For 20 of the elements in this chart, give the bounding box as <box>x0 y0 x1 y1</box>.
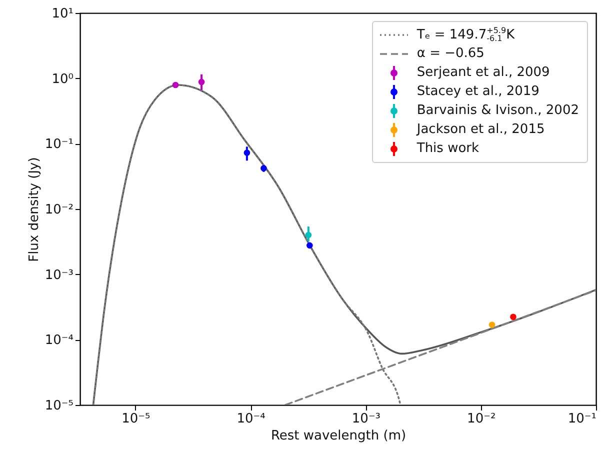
legend-label: Barvainis & Ivison., 2002 <box>416 103 579 118</box>
y-tick-label: 10¹ <box>52 6 74 22</box>
x-tick-label: 10⁻³ <box>352 412 381 426</box>
x-tick-label: 10⁻⁴ <box>236 412 266 426</box>
y-tick-label: 10⁻² <box>44 202 74 218</box>
legend-label: Serjeant et al., 2009 <box>416 65 550 80</box>
y-axis-title: Flux density (Jy) <box>26 157 42 262</box>
x-axis-title: Rest wavelength (m) <box>270 428 406 444</box>
y-tick-label: 10⁻⁴ <box>44 333 74 348</box>
legend-label: α = −0.65 <box>416 46 484 61</box>
y-tick-label: 10⁻³ <box>44 268 74 283</box>
legend-label: Jackson et al., 2015 <box>416 122 545 137</box>
x-tick-label: 10⁻² <box>467 412 496 426</box>
x-tick-label: 10⁻⁵ <box>122 412 150 426</box>
y-tick-label: 10⁰ <box>52 72 74 87</box>
legend-label: Stacey et al., 2019 <box>416 84 540 99</box>
legend-label: This work <box>416 141 480 156</box>
y-tick-label: 10⁻⁵ <box>44 398 74 414</box>
y-tick-label: 10⁻¹ <box>44 137 74 152</box>
x-tick-label: 10⁻¹ <box>568 412 596 426</box>
